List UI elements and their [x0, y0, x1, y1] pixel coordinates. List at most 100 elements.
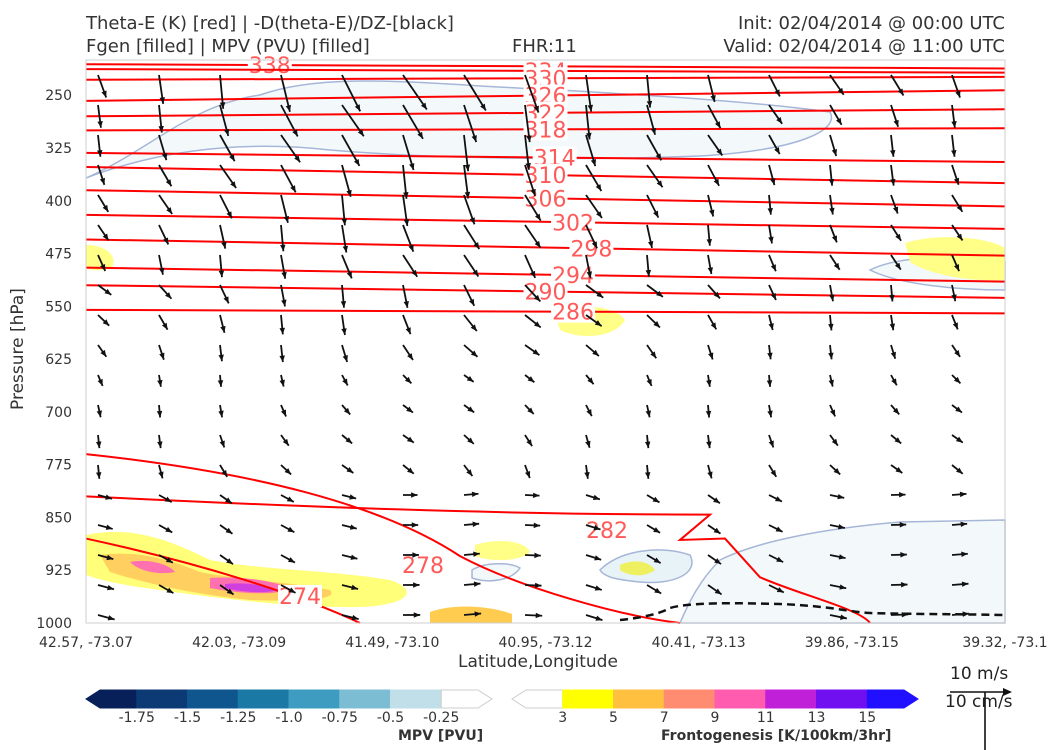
wind-vector-head: [534, 552, 541, 559]
wind-vector-head: [893, 119, 899, 127]
wind-vector-head: [343, 407, 351, 415]
wind-vector-head: [962, 611, 970, 617]
wind-vector-head: [892, 206, 899, 214]
wind-vector-head: [645, 410, 651, 418]
fgen-colorbar-swatch: [562, 689, 614, 709]
wind-vector-head: [220, 325, 226, 333]
reference-vector-head: [1003, 688, 1012, 696]
wind-vector-head: [221, 469, 228, 477]
theta-e-contour: [85, 495, 871, 624]
wind-vector-head: [709, 209, 715, 217]
wind-vector-head: [161, 153, 168, 161]
wind-vector-head: [471, 491, 479, 498]
x-tick-label: 39.32, -73.1: [962, 635, 1047, 651]
wind-vector-head: [895, 233, 902, 241]
mpv-colorbar-tick-label: -1.0: [275, 710, 302, 726]
wind-vector-head: [102, 204, 109, 212]
fgen-colorbar-swatch: [816, 689, 868, 709]
wind-vector-head: [953, 177, 960, 185]
wind-vector-head: [357, 129, 364, 137]
mpv-colorbar-swatch: [440, 689, 493, 709]
wind-vector-head: [774, 496, 782, 502]
wind-vector-head: [653, 527, 661, 533]
wind-vector-head: [587, 104, 593, 112]
fgen-colorbar-swatch: [613, 689, 665, 709]
wind-vector-head: [165, 557, 173, 563]
mpv-colorbar-tick-label: -1.75: [119, 710, 155, 726]
wind-vector-head: [353, 158, 360, 166]
wind-vector-head: [407, 467, 414, 474]
theta-e-label-bg: [532, 146, 577, 169]
wind-vector-head: [707, 267, 713, 275]
wind-vector-head: [105, 494, 113, 500]
wind-vector-head: [653, 321, 660, 328]
wind-vector-head: [770, 178, 776, 186]
wind-vector-head: [351, 584, 359, 591]
fgen-colorbar-swatch: [765, 689, 817, 709]
wind-vector: [524, 74, 540, 113]
plot-area: 3383343303263223183143103063022982942902…: [85, 54, 1006, 624]
wind-vector-head: [592, 349, 599, 357]
wind-vector-head: [472, 269, 479, 277]
theta-e-label: 274: [279, 585, 321, 610]
wind-vector-head: [776, 116, 783, 124]
mpv-colorbar-tick-label: -0.75: [322, 710, 358, 726]
wind-vector-head: [890, 351, 896, 359]
x-tick-label: 40.41, -73.13: [652, 635, 746, 651]
wind-vector-head: [595, 184, 602, 192]
wind-vector-head: [833, 262, 840, 270]
fgen-colorbar-swatch: [714, 689, 767, 709]
wind-vector-head: [895, 467, 903, 473]
fgen-colorbar-tick-label: 9: [711, 710, 720, 726]
wind-vector-head: [831, 149, 837, 156]
wind-vector-head: [354, 104, 361, 112]
wind-vector-head: [526, 439, 533, 447]
fgen-colorbar-swatch: [866, 689, 919, 709]
wind-vector-head: [218, 354, 224, 362]
wind-vector-head: [706, 238, 712, 246]
theta-e-label-bg: [585, 519, 629, 541]
wind-vector-head: [96, 410, 102, 418]
fgen-colorbar-swatch: [663, 689, 716, 709]
mpv-colorbar-swatch: [390, 689, 442, 709]
wind-vector-head: [838, 554, 846, 560]
wind-vector-head: [411, 522, 419, 528]
wind-vector-head: [708, 352, 714, 360]
wind-vector-head: [961, 581, 969, 587]
theta-e-contour: [85, 213, 1006, 230]
wind-vector-head: [829, 207, 835, 215]
wind-vector-head: [767, 410, 773, 418]
y-tick-label: 325: [45, 141, 72, 157]
wind-vector-head: [218, 410, 224, 418]
y-tick-label: 700: [45, 405, 72, 421]
wind-vector-head: [951, 294, 957, 302]
wind-vector-head: [710, 322, 717, 330]
title-line-1: Theta-E (K) [red] | -D(theta-E)/DZ-[blac…: [86, 13, 454, 34]
wind-vector-head: [107, 584, 114, 591]
wind-vector-head: [466, 469, 473, 477]
wind-vector-head: [900, 552, 907, 558]
wind-vector: [341, 74, 362, 112]
wind-vector-head: [774, 89, 780, 97]
wind-vector-head: [767, 352, 773, 360]
fgen-colorbar-label: Frontogenesis [K/100km/3hr]: [661, 728, 892, 744]
wind-vector-head: [471, 135, 477, 143]
y-tick-label: 775: [45, 458, 72, 474]
theta-e-contour: [85, 537, 361, 624]
wind-vector-head: [284, 468, 292, 475]
theta-e-label-bg: [523, 67, 568, 90]
wind-vector-head: [653, 210, 659, 218]
wind-vector-head: [472, 521, 480, 527]
forecast-hour: FHR:11: [512, 36, 577, 57]
wind-vector-head: [97, 120, 103, 128]
wind-vector-head: [894, 437, 902, 444]
wind-vector-head: [102, 319, 110, 326]
wind-vector-head: [223, 296, 229, 304]
wind-vector-head: [281, 271, 287, 279]
wind-vector-head: [345, 437, 353, 444]
wind-vector-head: [710, 95, 716, 102]
wind-vector-head: [229, 154, 235, 162]
wind-vector-head: [656, 290, 663, 297]
theta-e-label-bg: [551, 211, 596, 234]
wind-vector-head: [768, 440, 774, 448]
